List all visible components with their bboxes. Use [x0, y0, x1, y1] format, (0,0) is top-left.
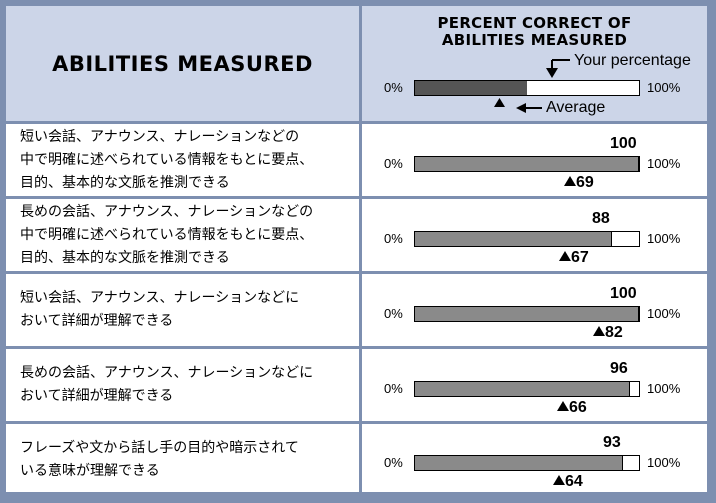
scale-max-label: 100%: [647, 455, 681, 470]
average-value: 66: [569, 399, 587, 416]
ability-description: 短い会話、アナウンス、ナレーションなどの 中で明確に述べられている情報をもとに要…: [20, 128, 314, 191]
your-percentage-fill: [415, 456, 624, 470]
your-percentage-value: 100: [610, 285, 637, 302]
row-divider: [359, 124, 362, 196]
percent-bar: [414, 231, 640, 247]
your-percentage-fill: [415, 307, 639, 321]
percent-correct-heading: PERCENT CORRECT OF ABILITIES MEASURED: [362, 15, 707, 49]
row-divider: [359, 349, 362, 421]
legend-arrows: [494, 59, 570, 113]
scale-max-label: 100%: [647, 156, 681, 171]
scale-max-label: 100%: [647, 381, 681, 396]
legend-scale-max: 100%: [647, 80, 681, 95]
abilities-measured-heading: ABILITIES MEASURED: [52, 51, 313, 76]
average-value: 67: [571, 249, 589, 266]
ability-row: 短い会話、アナウンス、ナレーションなどに おいて詳細が理解できる 0% 100% 10…: [6, 274, 707, 349]
legend-scale-min: 0%: [384, 80, 403, 95]
percent-bar-cell: 0% 100% 100 82: [362, 274, 707, 346]
percent-correct-header: PERCENT CORRECT OF ABILITIES MEASURED 0%…: [362, 6, 707, 121]
your-percentage-fill: [415, 157, 639, 171]
ability-row: フレーズや文から話し手の目的や暗示されて いる意味が理解できる 0% 100% 93 6…: [6, 424, 707, 498]
row-divider: [359, 424, 362, 495]
scale-min-label: 0%: [384, 231, 403, 246]
scale-min-label: 0%: [384, 455, 403, 470]
average-arrow-icon: [516, 103, 542, 113]
your-percentage-value: 93: [603, 434, 621, 451]
table-header: ABILITIES MEASURED PERCENT CORRECT OF AB…: [6, 6, 707, 124]
average-marker-icon: [553, 475, 565, 485]
row-divider: [359, 199, 362, 271]
legend-average-label: Average: [546, 99, 606, 116]
your-percentage-value: 100: [610, 135, 637, 152]
percent-bar-cell: 0% 100% 88 67: [362, 199, 707, 271]
your-percentage-arrow-icon: [546, 59, 570, 78]
average-value: 82: [605, 324, 623, 341]
percent-bar: [414, 455, 640, 471]
percent-heading-line2: ABILITIES MEASURED: [441, 31, 628, 49]
legend-your-percentage-label: Your percentage: [574, 52, 691, 69]
your-percentage-value: 88: [592, 210, 610, 227]
ability-row: 短い会話、アナウンス、ナレーションなどの 中で明確に述べられている情報をもとに要…: [6, 124, 707, 199]
percent-bar-cell: 0% 100% 100 69: [362, 124, 707, 196]
scale-max-label: 100%: [647, 231, 681, 246]
average-value: 69: [576, 174, 594, 191]
percent-bar-cell: 0% 100% 96 66: [362, 349, 707, 421]
ability-description: フレーズや文から話し手の目的や暗示されて いる意味が理解できる: [20, 439, 299, 479]
scale-min-label: 0%: [384, 306, 403, 321]
average-marker-icon: [559, 251, 571, 261]
percent-bar-cell: 0% 100% 93 64: [362, 424, 707, 495]
ability-row: 長めの会話、アナウンス、ナレーションなどの 中で明確に述べられている情報をもとに…: [6, 199, 707, 274]
average-marker-icon: [593, 326, 605, 336]
percent-bar: [414, 306, 640, 322]
ability-row: 長めの会話、アナウンス、ナレーションなどに おいて詳細が理解できる 0% 100% 9…: [6, 349, 707, 424]
score-report-table: ABILITIES MEASURED PERCENT CORRECT OF AB…: [3, 3, 710, 498]
header-divider: [359, 6, 362, 124]
percent-bar: [414, 156, 640, 172]
percent-heading-line1: PERCENT CORRECT OF: [437, 14, 632, 32]
ability-description: 長めの会話、アナウンス、ナレーションなどに おいて詳細が理解できる: [20, 365, 314, 404]
average-marker-icon: [494, 98, 505, 107]
ability-description: 長めの会話、アナウンス、ナレーションなどの 中で明確に述べられている情報をもとに…: [20, 203, 314, 266]
your-percentage-value: 96: [610, 360, 628, 377]
percent-bar: [414, 381, 640, 397]
your-percentage-fill: [415, 232, 613, 246]
legend-bar-fill: [415, 81, 527, 95]
scale-max-label: 100%: [647, 306, 681, 321]
scale-min-label: 0%: [384, 156, 403, 171]
average-value: 64: [565, 473, 583, 490]
average-marker-icon: [557, 401, 569, 411]
row-divider: [359, 274, 362, 346]
ability-description: 短い会話、アナウンス、ナレーションなどに おいて詳細が理解できる: [20, 290, 300, 329]
your-percentage-fill: [415, 382, 631, 396]
scale-min-label: 0%: [384, 381, 403, 396]
average-marker-icon: [564, 176, 576, 186]
legend-bar: [414, 80, 640, 96]
